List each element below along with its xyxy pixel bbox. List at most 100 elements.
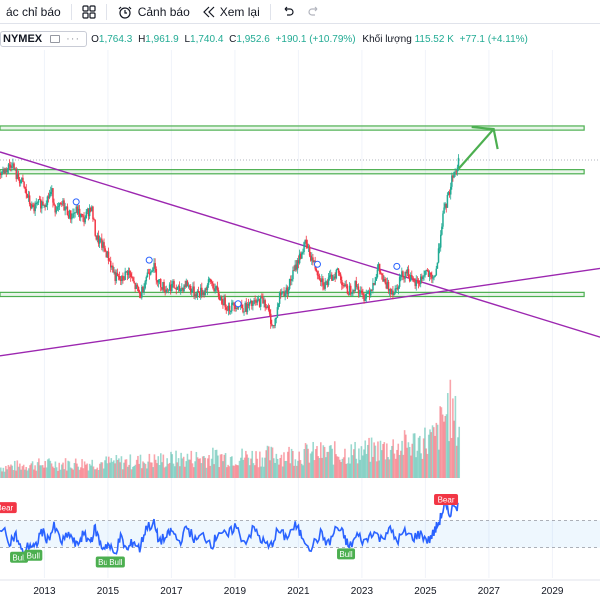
volume-bar: [295, 465, 298, 478]
candle-body: [256, 299, 259, 303]
volume-bar: [203, 456, 205, 478]
volume-bar: [195, 451, 198, 478]
candle-body: [250, 300, 252, 303]
volume-bar: [444, 416, 447, 478]
candle-body: [402, 271, 404, 278]
volume-bar: [132, 466, 134, 478]
volume-bar: [264, 457, 266, 478]
volume-bar: [91, 459, 94, 478]
volume-bar: [331, 448, 334, 478]
candle-body: [202, 291, 204, 295]
volume-bar: [408, 447, 411, 478]
candle-body: [198, 291, 201, 296]
candle-body: [338, 272, 341, 275]
support-resistance-zone: [0, 291, 585, 298]
candle-body: [7, 164, 10, 169]
layouts-button[interactable]: [76, 0, 102, 24]
candle-body: [147, 272, 150, 274]
candle-body: [218, 296, 221, 300]
x-axis-tick-label: 2025: [414, 586, 437, 597]
candle-body: [411, 275, 413, 277]
more-options-icon[interactable]: ···: [66, 33, 81, 45]
volume-bar: [397, 443, 400, 478]
candle-body: [154, 263, 156, 269]
candle-body: [286, 287, 289, 294]
candle-body: [436, 262, 439, 269]
low-value: 1,740.4: [190, 33, 224, 45]
ohlc-values: O1,764.3 H1,961.9 L1,740.4 C1,952.6 +190…: [91, 34, 532, 45]
candle-body: [408, 277, 411, 281]
volume-bar: [445, 414, 448, 478]
volume-bar: [359, 459, 361, 478]
candle-body: [310, 255, 312, 261]
volume-bar: [224, 453, 227, 478]
symbol-selector[interactable]: NYMEX ···: [0, 31, 88, 47]
replay-button[interactable]: Xem lại: [196, 0, 266, 24]
volume-bar: [1, 471, 3, 478]
candle-body: [446, 194, 449, 208]
volume-bar: [129, 454, 132, 478]
volume-bar: [173, 466, 176, 478]
volume-bar: [266, 445, 269, 478]
volume-bar: [8, 466, 11, 478]
volume-bar: [184, 466, 186, 478]
alerts-button[interactable]: Cảnh báo: [111, 0, 196, 24]
candle-body: [395, 288, 398, 290]
candle-body: [92, 206, 94, 220]
candle-body: [367, 291, 370, 293]
volume-bar: [241, 448, 243, 478]
volume-bar: [387, 457, 389, 478]
volume-bar: [369, 461, 372, 478]
candle-body: [85, 211, 88, 219]
volume-bar: [135, 459, 138, 478]
candle-body: [122, 275, 124, 280]
volume-bar: [193, 467, 195, 478]
volume-bar: [320, 442, 322, 478]
eye-toggle-icon[interactable]: [50, 35, 61, 43]
volume-bar: [345, 463, 347, 478]
redo-button[interactable]: [301, 0, 327, 24]
candle-body: [91, 206, 93, 212]
candle-body: [96, 235, 99, 240]
volume-bar: [417, 437, 420, 478]
volume-bar: [398, 454, 401, 478]
candle-body: [151, 270, 153, 272]
candle-body: [65, 206, 68, 208]
volume-bar: [455, 445, 458, 478]
volume-bar: [214, 449, 217, 478]
candle-body: [63, 200, 65, 211]
volume-bar: [253, 465, 256, 478]
candle-body: [105, 251, 108, 258]
indicators-button[interactable]: ác chỉ báo: [0, 0, 67, 24]
high-label: H: [138, 33, 146, 45]
candle-body: [334, 276, 336, 279]
volume-bar: [63, 469, 66, 478]
volume-bar: [2, 467, 5, 478]
candle-body: [153, 263, 155, 268]
candle-body: [137, 287, 140, 292]
volume-bar: [138, 463, 141, 478]
candle-body: [20, 180, 22, 184]
candle-body: [1, 172, 3, 176]
volume-bar: [59, 469, 62, 478]
volume-bar: [412, 433, 415, 478]
candle-body: [390, 289, 392, 295]
volume-bar: [378, 460, 381, 478]
candle-body: [142, 286, 144, 293]
undo-button[interactable]: [275, 0, 301, 24]
candle-body: [84, 218, 86, 223]
candle-body: [201, 287, 203, 295]
candle-body: [370, 289, 372, 296]
volume-bar: [24, 469, 26, 478]
candle-body: [87, 208, 90, 217]
volume-bar: [146, 468, 148, 478]
volume-bar: [115, 455, 118, 478]
candle-body: [222, 303, 224, 306]
volume-bar: [106, 463, 109, 478]
candle-body: [445, 203, 448, 208]
candle-body: [12, 163, 14, 167]
candle-body: [356, 286, 359, 288]
volume-bar: [204, 457, 207, 478]
candle-body: [401, 271, 403, 277]
